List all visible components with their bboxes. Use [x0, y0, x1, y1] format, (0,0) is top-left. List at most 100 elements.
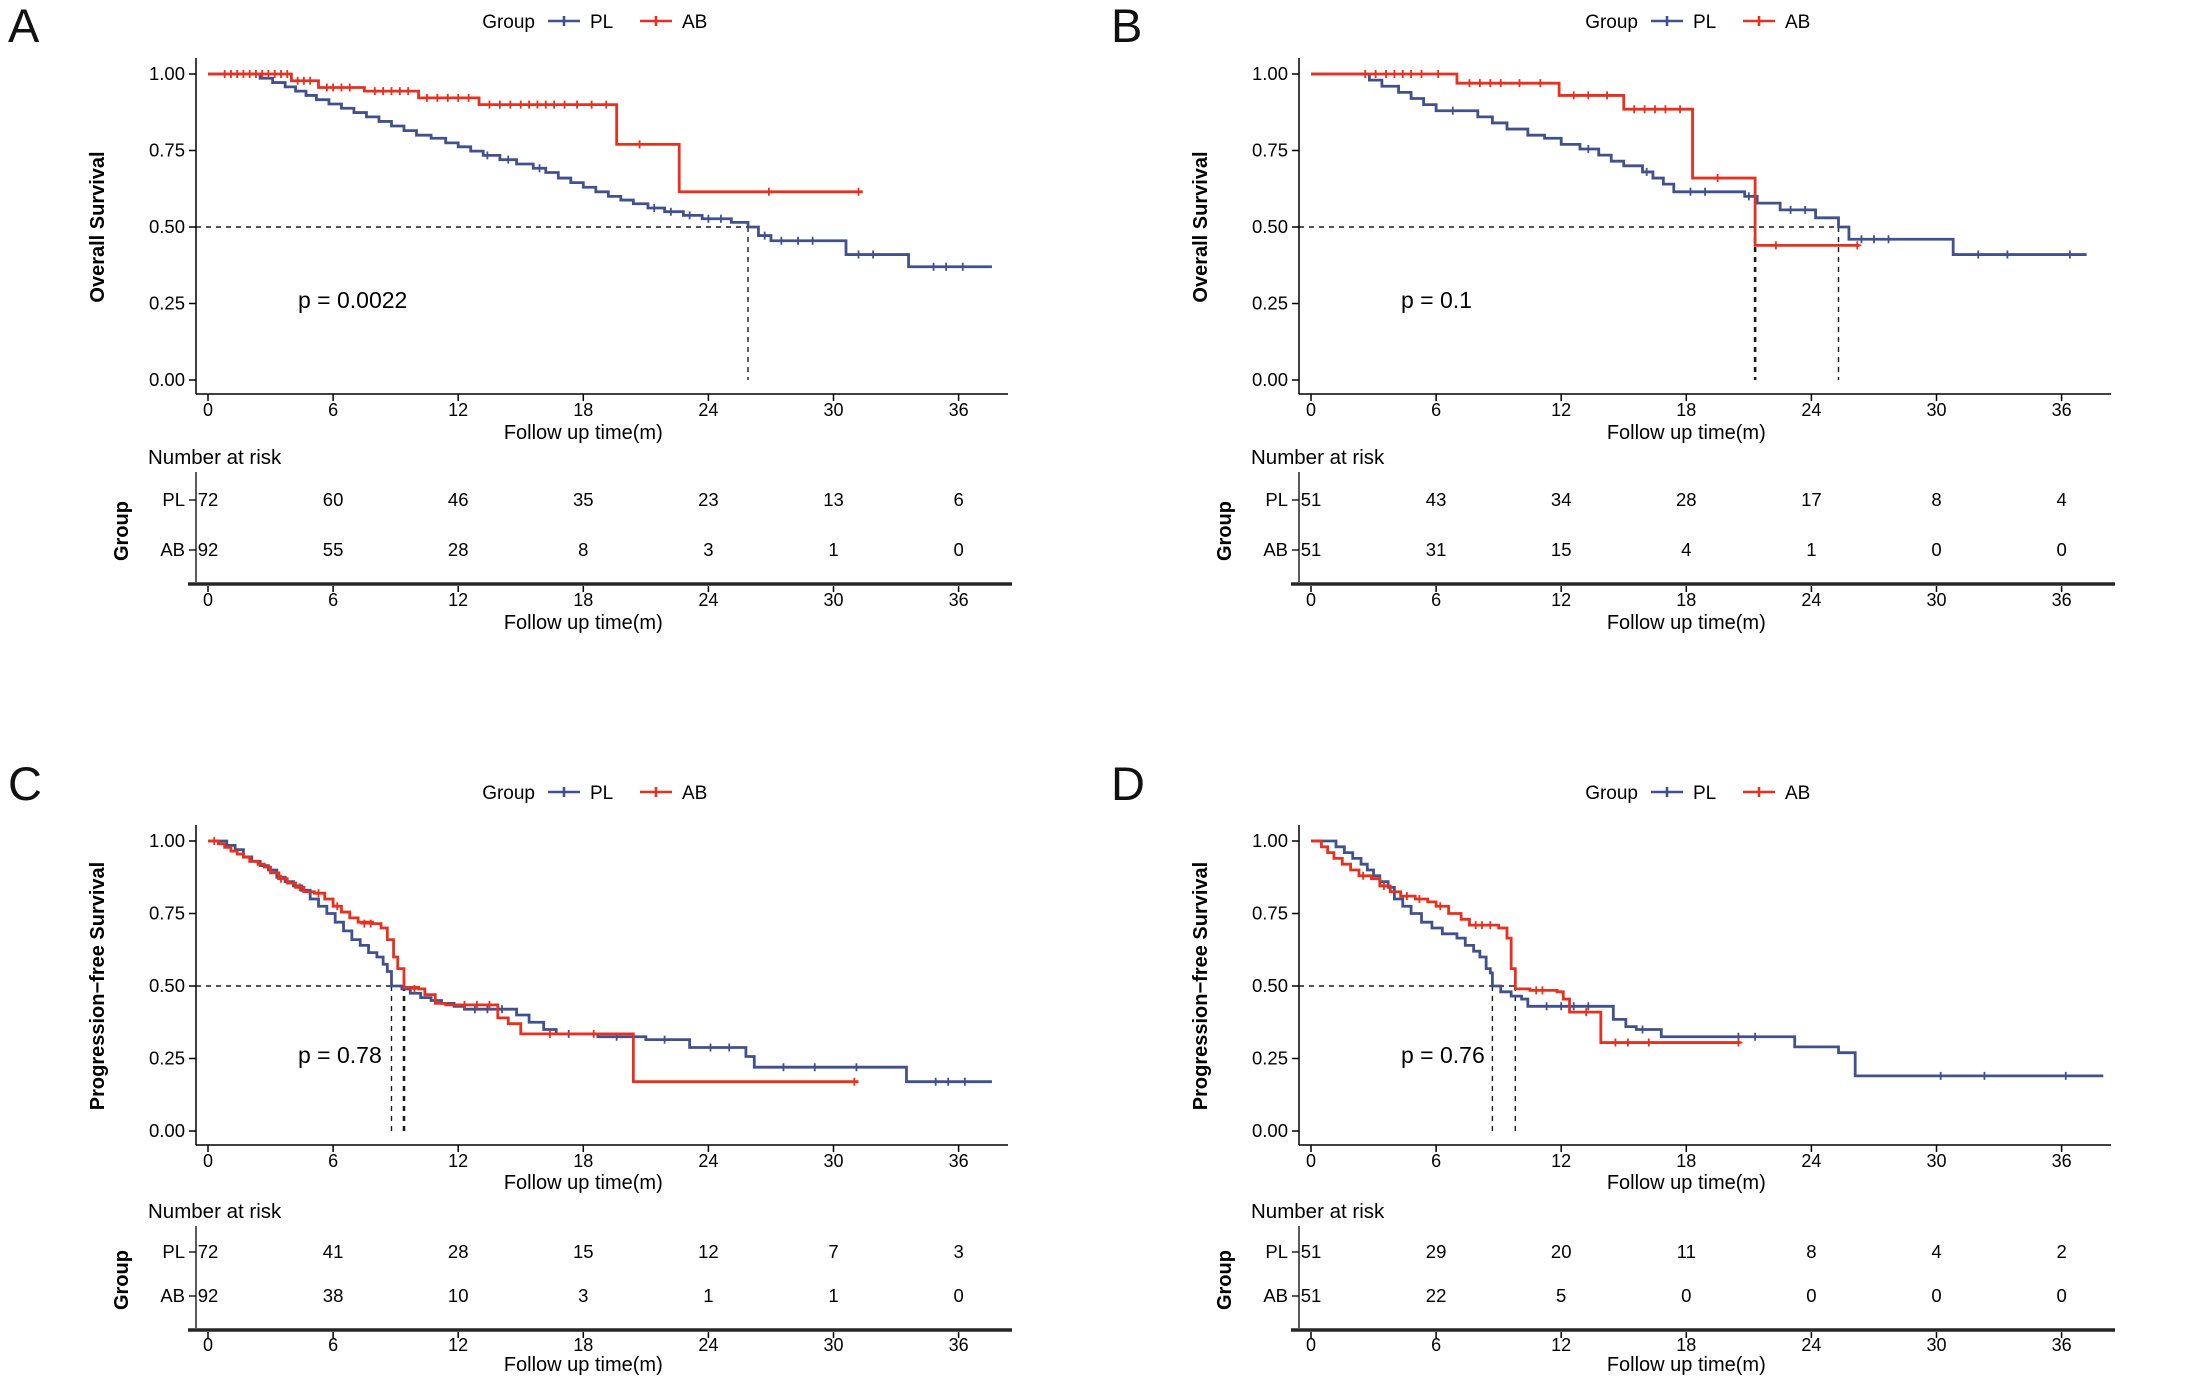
risk-row-label-PL: PL [1265, 1241, 1288, 1262]
risk-row-label-AB: AB [160, 1285, 185, 1306]
risk-count-AB: 0 [2056, 539, 2066, 560]
risk-row-label-AB: AB [160, 539, 185, 560]
y-tick-label: 0.50 [149, 975, 185, 996]
risk-count-AB: 0 [953, 1285, 963, 1306]
risk-count-PL: 15 [573, 1241, 594, 1262]
panel-C: C Group PL AB 0.00 0.25 0.50 0.75 1.00 Progressi… [0, 688, 1103, 1377]
legend-label-AB: AB [1785, 12, 1810, 33]
legend-label-PL: PL [590, 783, 613, 804]
y-axis-title: Overall Survival [1190, 151, 1212, 302]
risk-count-AB: 1 [1806, 539, 1816, 560]
legend-key-icon-AB [1743, 787, 1775, 797]
risk-count-AB: 8 [578, 539, 588, 560]
x-tick-label: 24 [1801, 1151, 1821, 1171]
y-tick-label: 1.00 [149, 63, 185, 84]
x-tick-label: 36 [949, 1151, 969, 1171]
risk-x-tick-label: 6 [328, 1335, 338, 1355]
panel-B: B Group PL AB 0.00 0.25 0.50 0.75 1.00 Overall S… [1103, 0, 2207, 688]
y-axis-title: Progression−free Survival [87, 862, 109, 1110]
legend-label-AB: AB [1785, 783, 1810, 804]
axes-lines [195, 825, 1008, 1146]
risk-x-tick-label: 6 [328, 590, 338, 610]
risk-x-tick-label: 12 [448, 1335, 468, 1355]
censor-marks-AB [1359, 871, 1743, 1047]
x-tick-label: 6 [1431, 1151, 1441, 1171]
risk-group-axis-title: Group [1214, 501, 1236, 561]
legend-label-AB: AB [682, 12, 707, 33]
x-tick-label: 24 [698, 400, 718, 420]
risk-x-tick-label: 0 [1306, 1335, 1316, 1355]
risk-count-PL: 35 [573, 489, 594, 510]
risk-x-axis-title: Follow up time(m) [504, 1354, 663, 1376]
risk-table-title: Number at risk [148, 446, 282, 469]
risk-table-title: Number at risk [1251, 446, 1385, 469]
risk-count-PL: 7 [828, 1241, 838, 1262]
risk-count-AB: 3 [703, 539, 713, 560]
risk-x-tick-label: 0 [203, 590, 213, 610]
km-curve-AB [208, 839, 859, 1084]
y-tick-label: 0.00 [1252, 369, 1288, 390]
risk-count-AB: 22 [1426, 1285, 1447, 1306]
x-tick-label: 18 [1676, 1151, 1696, 1171]
y-tick-label: 0.75 [149, 903, 185, 924]
panel-letter-B: B [1111, 0, 1143, 52]
y-tick-label: 0.00 [149, 1120, 185, 1141]
legend-key-icon-AB [1743, 16, 1775, 26]
y-tick-label: 0.75 [1252, 903, 1288, 924]
risk-count-AB: 0 [1931, 539, 1941, 560]
censor-marks-PL [1448, 106, 2074, 259]
x-tick-label: 0 [203, 1151, 213, 1171]
x-tick-label: 12 [448, 400, 468, 420]
km-curve-PL [208, 72, 992, 269]
risk-count-AB: 10 [448, 1285, 469, 1306]
risk-count-AB: 0 [1931, 1285, 1941, 1306]
risk-count-PL: 72 [198, 489, 219, 510]
p-value-label: p = 0.78 [298, 1042, 382, 1068]
x-tick-label: 18 [573, 400, 593, 420]
panel-A: A Group PL AB 0.00 0.25 0.50 0.75 1.00 Overall S… [0, 0, 1103, 688]
x-axis-title: Follow up time(m) [1607, 422, 1766, 444]
risk-x-tick-label: 24 [698, 590, 718, 610]
risk-count-AB: 38 [323, 1285, 344, 1306]
risk-count-AB: 31 [1426, 539, 1447, 560]
risk-x-tick-label: 30 [823, 590, 843, 610]
risk-count-AB: 15 [1551, 539, 1572, 560]
km-panel-svg-B: Group PL AB 0.00 0.25 0.50 0.75 1.00 Overall Sur… [1190, 12, 2115, 634]
legend-key-icon-AB [640, 16, 672, 26]
x-tick-label: 30 [823, 1151, 843, 1171]
risk-count-PL: 51 [1301, 489, 1322, 510]
x-tick-label: 30 [823, 400, 843, 420]
risk-count-AB: 51 [1301, 539, 1322, 560]
risk-count-PL: 4 [1931, 1241, 1941, 1262]
y-tick-label: 1.00 [1252, 63, 1288, 84]
risk-x-tick-label: 24 [1801, 1335, 1821, 1355]
risk-count-PL: 8 [1806, 1241, 1816, 1262]
y-tick-label: 0.50 [149, 216, 185, 237]
risk-x-axis-title: Follow up time(m) [1607, 612, 1766, 634]
y-tick-label: 0.50 [1252, 975, 1288, 996]
risk-x-tick-label: 36 [949, 590, 969, 610]
legend-label-PL: PL [1693, 783, 1716, 804]
risk-x-tick-label: 6 [1431, 1335, 1441, 1355]
risk-x-tick-label: 18 [573, 1335, 593, 1355]
risk-count-PL: 8 [1931, 489, 1941, 510]
legend-title: Group [482, 783, 535, 804]
risk-row-label-PL: PL [162, 489, 185, 510]
censor-marks-PL [470, 1005, 969, 1086]
risk-row-label-AB: AB [1263, 539, 1288, 560]
legend-key-icon-PL [1651, 787, 1683, 797]
x-tick-label: 18 [573, 1151, 593, 1171]
x-axis-title: Follow up time(m) [1607, 1172, 1766, 1194]
risk-x-axis-title: Follow up time(m) [1607, 1354, 1766, 1376]
risk-count-PL: 51 [1301, 1241, 1322, 1262]
km-panel-svg-D: Group PL AB 0.00 0.25 0.50 0.75 1.00 Progression… [1190, 783, 2115, 1376]
risk-x-tick-label: 24 [698, 1335, 718, 1355]
censor-marks-AB [220, 70, 863, 196]
risk-count-PL: 60 [323, 489, 344, 510]
risk-x-axis-title: Follow up time(m) [504, 612, 663, 634]
risk-count-PL: 20 [1551, 1241, 1572, 1262]
y-tick-label: 0.00 [1252, 1120, 1288, 1141]
censor-marks-PL [1542, 1002, 2070, 1080]
km-curve-PL [1311, 72, 2087, 256]
